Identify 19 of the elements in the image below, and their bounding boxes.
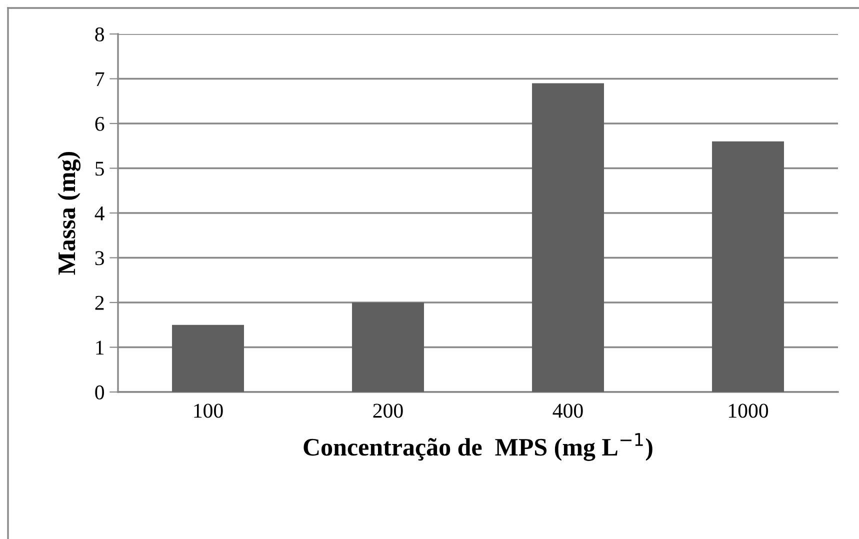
y-axis-title: Massa (mg) xyxy=(58,152,80,275)
x-axis-title: Concentração de MPS (mg L$^{−1}$) xyxy=(304,433,652,461)
y-tick-label: 2 xyxy=(95,296,104,310)
x-tick-label: 200 xyxy=(373,404,403,418)
bar xyxy=(532,83,604,392)
y-tick-label: 4 xyxy=(94,206,104,220)
x-tick-label: 400 xyxy=(552,404,583,418)
y-tick-label: 0 xyxy=(95,385,104,400)
bar xyxy=(712,141,784,392)
x-tick-label: 100 xyxy=(194,404,223,418)
y-tick-label: 7 xyxy=(96,72,104,86)
bar xyxy=(352,302,424,392)
x-tick-label: 1000 xyxy=(729,404,768,418)
y-tick-label: 6 xyxy=(95,116,104,131)
bar xyxy=(172,324,244,392)
y-tick-label: 1 xyxy=(96,340,104,354)
y-tick-label: 5 xyxy=(96,162,104,176)
y-tick-label: 3 xyxy=(95,251,104,266)
y-tick-label: 8 xyxy=(95,27,104,42)
